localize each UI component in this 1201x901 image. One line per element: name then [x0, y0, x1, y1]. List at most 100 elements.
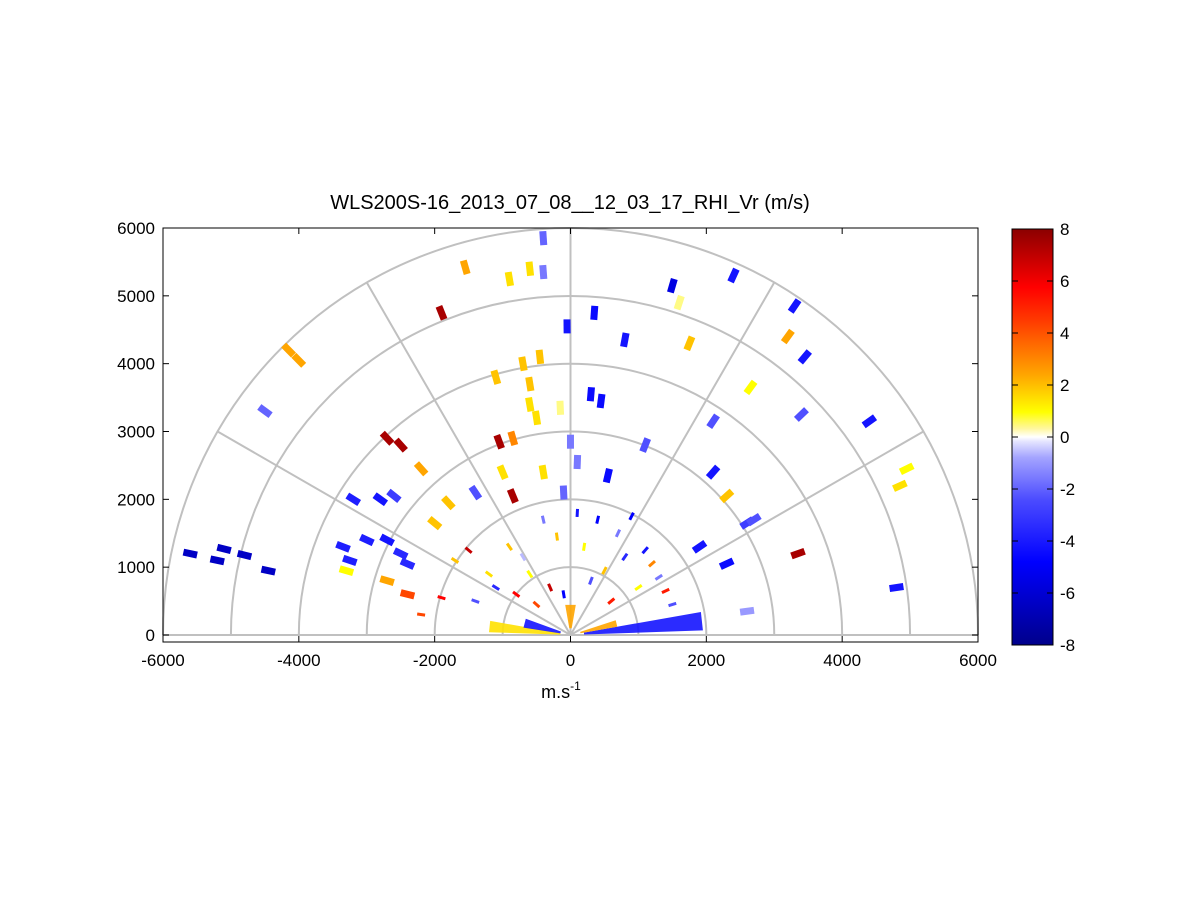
- range-gate: [379, 430, 395, 446]
- near-field-gate: [621, 552, 629, 562]
- range-gate: [441, 495, 456, 511]
- range-gate: [413, 461, 429, 477]
- range-gate: [889, 583, 904, 592]
- spoke-2: [569, 282, 776, 636]
- near-field-gate: [641, 546, 649, 555]
- range-gate: [539, 264, 548, 280]
- x-axis-label-superscript: -1: [570, 679, 581, 693]
- near-field-gate: [654, 573, 663, 581]
- range-gate: [359, 533, 375, 547]
- x-tick-label: 2000: [687, 651, 725, 670]
- near-field-gate: [595, 515, 601, 524]
- range-gate: [379, 575, 395, 587]
- range-gate: [790, 547, 806, 560]
- near-field-gate: [484, 570, 494, 578]
- range-gate: [586, 386, 595, 402]
- range-gate: [531, 410, 542, 426]
- x-axis-label: m.s-1: [541, 679, 581, 702]
- range-gate: [459, 259, 471, 275]
- near-field-gate: [647, 560, 656, 568]
- range-gate: [596, 393, 606, 409]
- colorbar-ticks: 8 6 4 2 0 -2 -4 -6 -8: [1012, 220, 1075, 655]
- near-field-gate: [505, 542, 513, 551]
- range-gate: [705, 464, 721, 480]
- range-gate: [691, 539, 708, 554]
- spoke-5: [217, 430, 571, 636]
- ray-fan-0: [583, 612, 703, 635]
- range-gate: [683, 335, 696, 352]
- y-tick-label: 0: [146, 626, 155, 645]
- near-field-gate: [634, 583, 643, 592]
- y-tick-label: 2000: [117, 490, 155, 509]
- data-marks: [182, 230, 915, 635]
- colorbar-tick-label: -2: [1060, 480, 1075, 499]
- range-gate: [496, 464, 509, 481]
- y-tick-label: 5000: [117, 287, 155, 306]
- near-field-gate: [437, 595, 446, 601]
- range-gate: [743, 379, 758, 396]
- near-field-gate: [547, 583, 554, 592]
- range-gate: [393, 437, 408, 453]
- range-gate: [602, 468, 613, 484]
- range-gate: [291, 352, 307, 368]
- range-gate: [746, 513, 762, 527]
- range-gate: [209, 555, 225, 566]
- range-gate: [525, 376, 535, 392]
- range-gate: [507, 430, 519, 447]
- near-field-gate: [526, 569, 534, 579]
- range-gate: [861, 414, 878, 429]
- y-axis-ticks: 0 1000 2000 3000 4000 5000 6000: [117, 219, 978, 645]
- range-gate: [468, 484, 483, 501]
- near-field-gate: [540, 515, 546, 524]
- ray-fan-4: [565, 604, 576, 629]
- colorbar-tick-label: 0: [1060, 428, 1069, 447]
- range-gate: [506, 488, 519, 504]
- x-tick-label: 4000: [823, 651, 861, 670]
- range-gate: [372, 492, 389, 507]
- near-field-gate: [628, 512, 635, 521]
- range-gate: [281, 342, 296, 358]
- range-gate: [538, 464, 548, 480]
- range-gate: [257, 404, 273, 419]
- spoke-4: [365, 282, 572, 636]
- range-gate: [518, 356, 528, 372]
- x-tick-label: -6000: [141, 651, 184, 670]
- range-gate: [342, 554, 358, 566]
- range-gate: [797, 349, 812, 365]
- range-gate: [739, 606, 755, 616]
- colorbar-tick-label: 8: [1060, 220, 1069, 239]
- range-gate: [892, 479, 908, 492]
- range-gate: [719, 488, 735, 504]
- range-gate: [338, 565, 355, 576]
- range-gate: [525, 396, 535, 412]
- range-gate: [898, 462, 915, 476]
- range-gate: [559, 485, 568, 500]
- range-gate: [639, 437, 651, 453]
- colorbar-tick-label: -4: [1060, 532, 1075, 551]
- range-gate: [566, 434, 574, 449]
- colorbar-tick-label: 6: [1060, 272, 1069, 291]
- near-field-gate: [464, 546, 473, 554]
- x-tick-label: -4000: [277, 651, 320, 670]
- range-gate: [563, 319, 571, 334]
- near-field-gate: [661, 587, 670, 594]
- near-field-gate: [561, 590, 566, 599]
- range-gate: [673, 294, 685, 311]
- range-gate: [718, 557, 735, 570]
- range-gate: [793, 407, 809, 422]
- range-gate: [399, 589, 416, 600]
- x-tick-label: 0: [566, 651, 575, 670]
- range-gate: [525, 261, 535, 277]
- colorbar-tick-label: 4: [1060, 324, 1069, 343]
- range-gate: [182, 548, 198, 559]
- y-tick-label: 4000: [117, 355, 155, 374]
- near-field-gate: [519, 552, 527, 562]
- range-gate: [573, 454, 582, 470]
- range-gate: [706, 413, 720, 430]
- range-gate: [379, 533, 395, 547]
- range-gate: [427, 515, 443, 531]
- range-gate: [504, 271, 515, 287]
- near-field-gate: [614, 528, 622, 538]
- near-field-gate: [588, 576, 594, 586]
- near-field-gate: [416, 612, 426, 617]
